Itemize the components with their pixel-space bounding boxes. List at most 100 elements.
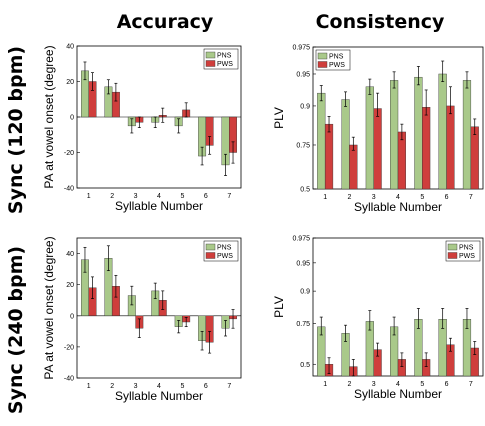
panel-1: 40 20 0 -20 -40 1 2 3 4 5 6 7 Syllable Number PA at v… <box>42 44 242 213</box>
bar-pns <box>390 80 399 190</box>
legend-label-pns: PNS <box>459 245 474 252</box>
panel-4: 0.975 0.95 0.9 0.75 0.5 1 2 3 4 5 6 7 Syllable Numbe… <box>272 236 484 401</box>
row-title-120bpm: Sync (120 bpm) <box>5 46 27 214</box>
y-tick-label: -20 <box>64 150 74 157</box>
x-tick-label: 3 <box>372 194 376 201</box>
plot-frame <box>76 237 242 379</box>
x-tick-label: 7 <box>227 193 231 200</box>
legend-label-pws: PWS <box>217 61 233 68</box>
legend-swatch-pns <box>205 243 216 251</box>
y-axis-label: PLV <box>272 107 286 129</box>
x-tick-label: 4 <box>157 193 161 200</box>
bar-pns <box>341 99 350 190</box>
x-tick-label: 1 <box>323 194 327 201</box>
x-tick-label: 4 <box>396 381 400 388</box>
bar-pws <box>349 144 358 190</box>
x-tick-label: 2 <box>110 383 114 390</box>
bar-pns <box>414 76 423 190</box>
legend-label-pns: PNS <box>217 53 232 60</box>
x-axis-label: Syllable Number <box>115 199 203 213</box>
x-tick-label: 5 <box>180 193 184 200</box>
legend-label-pws: PWS <box>329 62 345 69</box>
bar-pws <box>397 131 406 190</box>
y-tick-label: 0.975 <box>292 236 310 243</box>
x-tick-label: 2 <box>347 194 351 201</box>
column-title-consistency: Consistency <box>316 11 445 33</box>
x-axis-label: Syllable Number <box>354 387 442 401</box>
bar-pns <box>438 73 447 190</box>
x-tick-label: 3 <box>134 383 138 390</box>
x-tick-label: 6 <box>204 193 208 200</box>
x-tick-label: 6 <box>445 381 449 388</box>
y-tick-label: 20 <box>66 79 74 86</box>
y-tick-label: 0.5 <box>300 187 310 194</box>
y-tick-label: 0.9 <box>300 103 310 110</box>
x-tick-label: 1 <box>323 381 327 388</box>
bar-pns <box>317 92 326 190</box>
x-axis-label: Syllable Number <box>354 200 442 214</box>
x-tick-label: 2 <box>347 381 351 388</box>
x-axis-label: Syllable Number <box>115 389 203 403</box>
x-tick-label: 7 <box>469 381 473 388</box>
x-tick-label: 6 <box>445 194 449 201</box>
legend-swatch-pns <box>317 52 328 60</box>
x-tick-label: 6 <box>204 383 208 390</box>
y-tick-label: 0 <box>70 313 74 320</box>
x-tick-label: 2 <box>110 193 114 200</box>
y-tick-label: 0.95 <box>296 71 310 78</box>
legend-swatch-pws <box>205 252 216 259</box>
column-title-accuracy: Accuracy <box>117 11 214 33</box>
panel-2: 0.975 0.95 0.9 0.75 0.5 1 2 3 4 5 6 7 Syllable Numbe… <box>272 45 484 214</box>
x-tick-label: 3 <box>372 381 376 388</box>
x-tick-label: 7 <box>227 383 231 390</box>
y-tick-label: 0.75 <box>296 142 310 149</box>
x-tick-label: 3 <box>134 193 138 200</box>
y-axis-label: PA at vowel onset (degree) <box>42 45 56 188</box>
legend-swatch-pws <box>447 252 458 259</box>
legend-label-pns: PNS <box>217 245 232 252</box>
y-tick-label: 0.75 <box>296 321 310 328</box>
y-axis-label: PA at vowel onset (degree) <box>42 236 56 379</box>
y-tick-label: 0.5 <box>300 362 310 369</box>
panel-3: 40 20 0 -20 -40 1 2 3 4 5 6 7 Syllable Number PA at v… <box>42 236 242 403</box>
x-tick-label: 5 <box>420 381 424 388</box>
x-tick-label: 4 <box>396 194 400 201</box>
y-tick-label: 40 <box>66 251 74 258</box>
y-tick-label: 20 <box>66 282 74 289</box>
y-tick-label: 0.95 <box>296 260 310 267</box>
row-title-240bpm: Sync (240 bpm) <box>5 246 27 414</box>
y-axis-label: PLV <box>272 296 286 318</box>
x-tick-label: 1 <box>87 383 91 390</box>
legend-label-pws: PWS <box>459 253 475 260</box>
bar-pns <box>462 80 472 190</box>
x-tick-label: 7 <box>469 194 473 201</box>
x-tick-label: 4 <box>157 383 161 390</box>
legend-swatch-pns <box>205 51 216 59</box>
y-tick-label: -20 <box>64 344 74 351</box>
legend-swatch-pws <box>317 61 328 68</box>
bar-pws <box>422 107 431 190</box>
y-tick-label: 0 <box>70 115 74 122</box>
legend-swatch-pws <box>205 60 216 67</box>
bar-pns <box>365 86 374 190</box>
y-tick-label: 40 <box>66 44 74 51</box>
y-tick-label: 0.975 <box>292 45 310 52</box>
x-tick-label: 1 <box>87 193 91 200</box>
y-tick-label: 0.9 <box>300 289 310 296</box>
x-tick-label: 5 <box>180 383 184 390</box>
bar-pws <box>470 126 479 190</box>
bar-pws <box>373 108 382 190</box>
y-tick-label: -40 <box>64 186 74 193</box>
y-tick-label: -40 <box>64 376 74 383</box>
x-tick-label: 5 <box>420 194 424 201</box>
legend-swatch-pns <box>447 243 458 251</box>
bar-pws <box>446 105 455 190</box>
legend-label-pns: PNS <box>329 54 344 61</box>
legend-label-pws: PWS <box>217 253 233 260</box>
